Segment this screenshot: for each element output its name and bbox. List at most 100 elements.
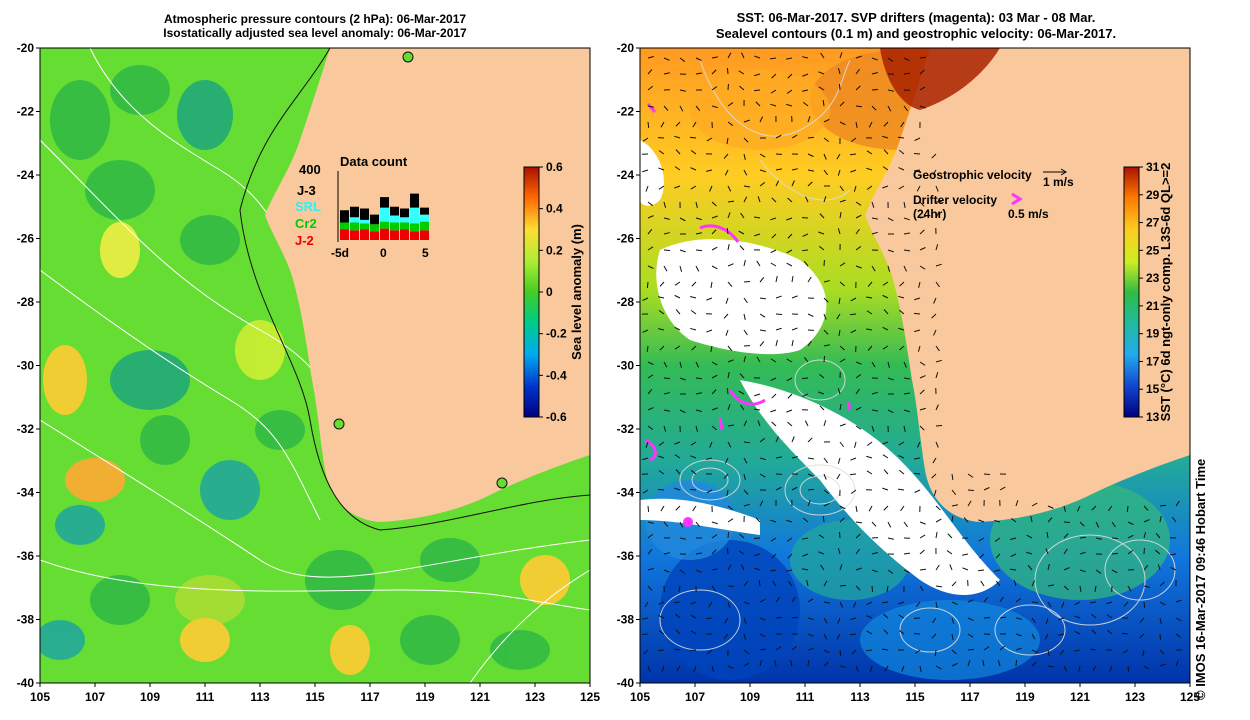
velocity-arrow <box>786 103 793 107</box>
velocity-arrow <box>673 601 681 604</box>
velocity-arrow <box>931 617 937 624</box>
velocity-arrow <box>711 389 717 395</box>
velocity-arrow <box>823 502 830 507</box>
velocity-arrow <box>1047 665 1054 668</box>
sst-colorbar-label: SST (°C) 6d ngt-only comp. L3S-6d QL>=2 <box>1158 163 1173 422</box>
velocity-arrow <box>1159 581 1165 587</box>
velocity-arrow <box>706 297 713 301</box>
data-count-bar-srl <box>420 214 429 222</box>
velocity-arrow <box>855 548 860 555</box>
velocity-arrow <box>871 72 878 75</box>
map-axes: 105 107 109 111 113 115 117 119 121 123 125 -20 -22 -… <box>17 41 1201 704</box>
velocity-arrow <box>675 613 681 619</box>
velocity-arrow <box>775 295 782 299</box>
x-tick-label: 121 <box>1070 690 1090 704</box>
velocity-arrow <box>678 585 681 592</box>
velocity-arrow <box>711 215 718 219</box>
velocity-arrow <box>823 313 827 320</box>
velocity-arrow <box>884 665 889 672</box>
velocity-arrow <box>819 405 825 411</box>
velocity-arrow <box>866 328 873 331</box>
velocity-arrow <box>675 469 681 475</box>
velocity-arrow <box>866 167 873 171</box>
velocity-arrow <box>882 454 889 459</box>
data-count-bar-cr2 <box>380 221 389 229</box>
velocity-arrow <box>807 473 814 477</box>
velocity-arrow <box>919 247 926 251</box>
velocity-arrow <box>689 488 697 491</box>
velocity-arrow <box>819 373 825 379</box>
velocity-arrow <box>663 409 670 412</box>
velocity-arrow <box>759 297 767 300</box>
y-tick-label: -28 <box>17 295 35 309</box>
y-tick-label: -36 <box>617 549 635 563</box>
velocity-arrow <box>711 229 717 235</box>
velocity-arrow <box>1143 505 1149 511</box>
velocity-arrow <box>839 517 845 523</box>
velocity-arrow <box>787 393 793 399</box>
velocity-arrow <box>949 564 953 571</box>
velocity-arrow <box>711 86 718 91</box>
velocity-arrow <box>903 409 910 413</box>
velocity-arrow <box>839 423 846 427</box>
data-count-bar-j3 <box>350 206 359 218</box>
velocity-arrow <box>695 249 703 252</box>
velocity-arrow <box>658 296 665 299</box>
velocity-arrow <box>822 515 825 523</box>
velocity-arrow <box>770 377 777 382</box>
data-count-bar-j3 <box>400 208 409 218</box>
velocity-arrow <box>775 134 782 139</box>
velocity-arrow <box>787 553 793 559</box>
velocity-arrow <box>802 73 809 77</box>
velocity-arrow <box>822 99 825 107</box>
velocity-arrow <box>775 646 782 651</box>
velocity-arrow <box>935 585 943 588</box>
velocity-arrow <box>674 441 681 445</box>
velocity-arrow <box>899 345 905 351</box>
velocity-arrow <box>1074 649 1081 652</box>
velocity-arrow <box>823 137 830 142</box>
data-count-bar-j2 <box>350 230 359 240</box>
velocity-arrow <box>770 519 777 523</box>
velocity-arrow <box>770 249 777 254</box>
velocity-arrow <box>1015 633 1022 637</box>
velocity-arrow <box>983 473 991 476</box>
velocity-arrow <box>855 406 862 411</box>
velocity-arrow <box>802 537 809 540</box>
velocity-arrow <box>1063 533 1069 539</box>
velocity-arrow <box>951 649 957 655</box>
velocity-arrow <box>690 167 697 171</box>
velocity-arrow <box>743 662 750 667</box>
velocity-arrow <box>723 313 729 319</box>
velocity-arrow <box>882 345 889 350</box>
velocity-arrow <box>886 585 889 592</box>
velocity-arrow <box>866 455 873 459</box>
velocity-arrow <box>663 377 671 380</box>
y-tick-label: -40 <box>17 676 35 690</box>
data-count-bar-cr2 <box>410 223 419 232</box>
velocity-arrow <box>823 633 827 640</box>
velocity-arrow <box>867 281 873 287</box>
velocity-arrow <box>1026 551 1033 555</box>
data-count-bar-j3 <box>390 206 399 216</box>
velocity-arrow <box>759 341 765 347</box>
velocity-arrow <box>642 329 649 333</box>
velocity-arrow <box>1031 617 1036 624</box>
velocity-arrow <box>692 505 697 512</box>
velocity-arrow <box>1159 516 1162 523</box>
velocity-arrow <box>962 567 969 571</box>
colorbar-tick-label: 23 <box>1146 271 1160 285</box>
velocity-arrow <box>754 233 761 237</box>
velocity-arrow <box>967 500 972 507</box>
shelf-edge-left <box>239 48 590 531</box>
y-tick-label: -36 <box>17 549 35 563</box>
velocity-arrow <box>663 521 669 527</box>
velocity-arrow <box>1063 585 1069 591</box>
velocity-arrow <box>850 617 857 621</box>
colorbar-tick-label: 19 <box>1146 327 1160 341</box>
velocity-arrow <box>1111 552 1119 555</box>
velocity-arrow <box>883 121 889 127</box>
data-count-bars <box>340 193 429 240</box>
velocity-arrow <box>837 617 841 624</box>
australia-land-left <box>265 48 590 522</box>
